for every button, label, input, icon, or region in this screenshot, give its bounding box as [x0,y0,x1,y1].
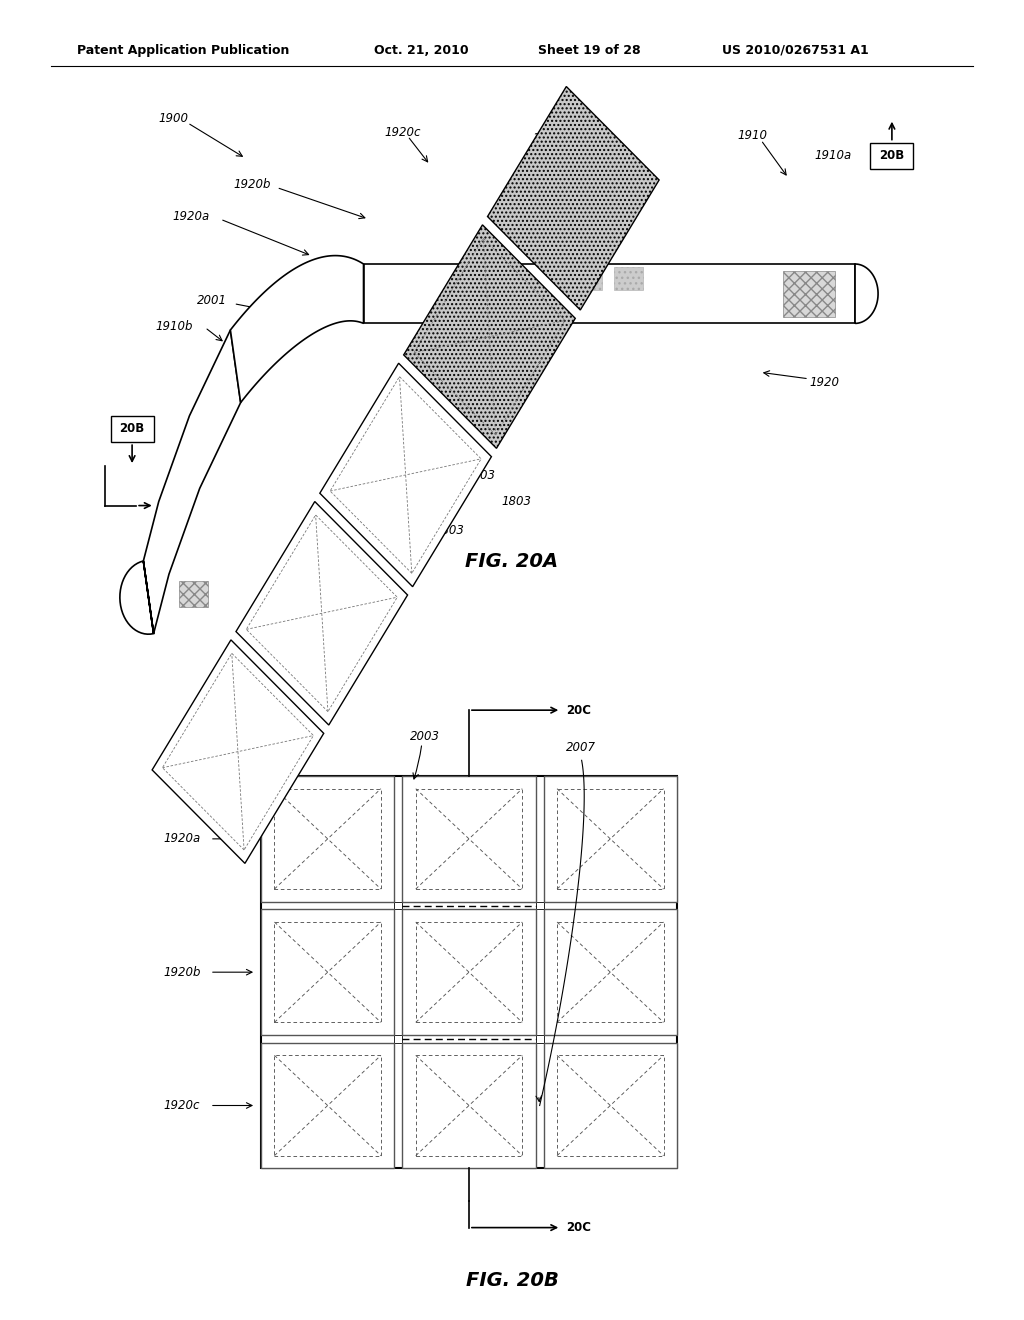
Text: 1920b: 1920b [233,178,271,191]
Bar [783,271,835,317]
Bar [614,267,643,290]
Text: 1803: 1803 [502,495,531,508]
Text: 20B: 20B [120,422,144,436]
Text: Oct. 21, 2010: Oct. 21, 2010 [374,44,468,57]
Bar [544,776,677,902]
Bar [557,1056,664,1156]
Text: 2007: 2007 [566,741,596,754]
Polygon shape [153,640,324,863]
Text: 20C: 20C [566,704,591,717]
Bar [544,1043,677,1168]
Text: 1920c: 1920c [164,1100,201,1111]
Bar [111,416,154,442]
Polygon shape [364,264,855,323]
Text: FIG. 20B: FIG. 20B [466,1271,558,1290]
Polygon shape [403,224,575,449]
Text: 1920a: 1920a [164,833,201,845]
Text: 1910a: 1910a [814,149,851,162]
Text: Sheet 19 of 28: Sheet 19 of 28 [538,44,640,57]
Bar [261,776,394,902]
Text: –1803: –1803 [428,524,464,537]
Text: 1901: 1901 [568,224,598,238]
Bar [274,1056,381,1156]
Polygon shape [855,264,878,323]
Text: US 2010/0267531 A1: US 2010/0267531 A1 [722,44,868,57]
Bar [557,921,664,1022]
Bar [402,909,536,1035]
Bar [402,776,536,902]
Text: 1803: 1803 [466,469,496,482]
Text: FIG. 20A: FIG. 20A [466,552,558,570]
Text: 1920c: 1920c [384,125,421,139]
Bar [261,909,394,1035]
Text: 2001: 2001 [197,294,226,308]
Bar [416,788,522,890]
Text: 1900: 1900 [159,112,188,125]
Polygon shape [143,330,241,634]
Bar [402,1043,536,1168]
Bar [416,921,522,1022]
Text: 1920b: 1920b [164,966,202,978]
Polygon shape [120,561,154,634]
Polygon shape [487,87,659,310]
Text: 1910: 1910 [737,129,767,143]
Polygon shape [319,363,492,586]
Bar [416,1056,522,1156]
Text: 1920a: 1920a [172,210,209,223]
Bar [179,581,208,607]
Text: 1920: 1920 [532,132,562,145]
Bar [274,921,381,1022]
Bar [274,788,381,890]
Text: Patent Application Publication: Patent Application Publication [77,44,289,57]
Text: 2003: 2003 [410,730,439,743]
Text: 1920: 1920 [809,376,839,389]
Text: 20C: 20C [566,1221,591,1234]
Bar [557,788,664,890]
Bar [261,776,677,1168]
Bar [870,143,913,169]
Bar [573,267,602,290]
Bar [544,909,677,1035]
Polygon shape [230,256,364,403]
Bar [261,1043,394,1168]
Text: 1910b: 1910b [156,319,194,333]
Text: 20B: 20B [880,149,904,162]
Polygon shape [236,502,408,725]
